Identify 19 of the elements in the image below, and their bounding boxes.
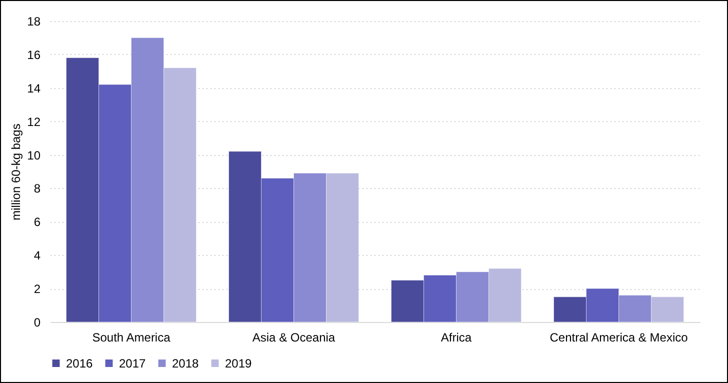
- y-tick-label: 8: [34, 182, 41, 196]
- x-tick-label: Africa: [440, 330, 472, 344]
- y-axis-title: million 60-kg bags: [9, 124, 24, 220]
- y-tick-label: 10: [27, 148, 41, 162]
- x-tick-label: Central America & Mexico: [550, 330, 688, 344]
- legend-label: 2016: [66, 356, 94, 370]
- legend-label: 2017: [119, 356, 146, 370]
- y-tick-label: 18: [27, 14, 41, 28]
- y-tick-label: 0: [34, 316, 41, 330]
- x-tick-label: Asia & Oceania: [252, 330, 336, 344]
- legend-label: 2018: [172, 356, 200, 370]
- x-tick-label: South America: [92, 330, 171, 344]
- y-tick-label: 12: [27, 114, 41, 129]
- legend-label: 2019: [225, 356, 252, 370]
- y-tick-label: 2: [34, 282, 41, 296]
- y-tick-label: 6: [34, 215, 41, 230]
- y-tick-label: 4: [34, 248, 41, 263]
- y-tick-label: 16: [27, 48, 41, 62]
- y-tick-label: 14: [27, 81, 41, 96]
